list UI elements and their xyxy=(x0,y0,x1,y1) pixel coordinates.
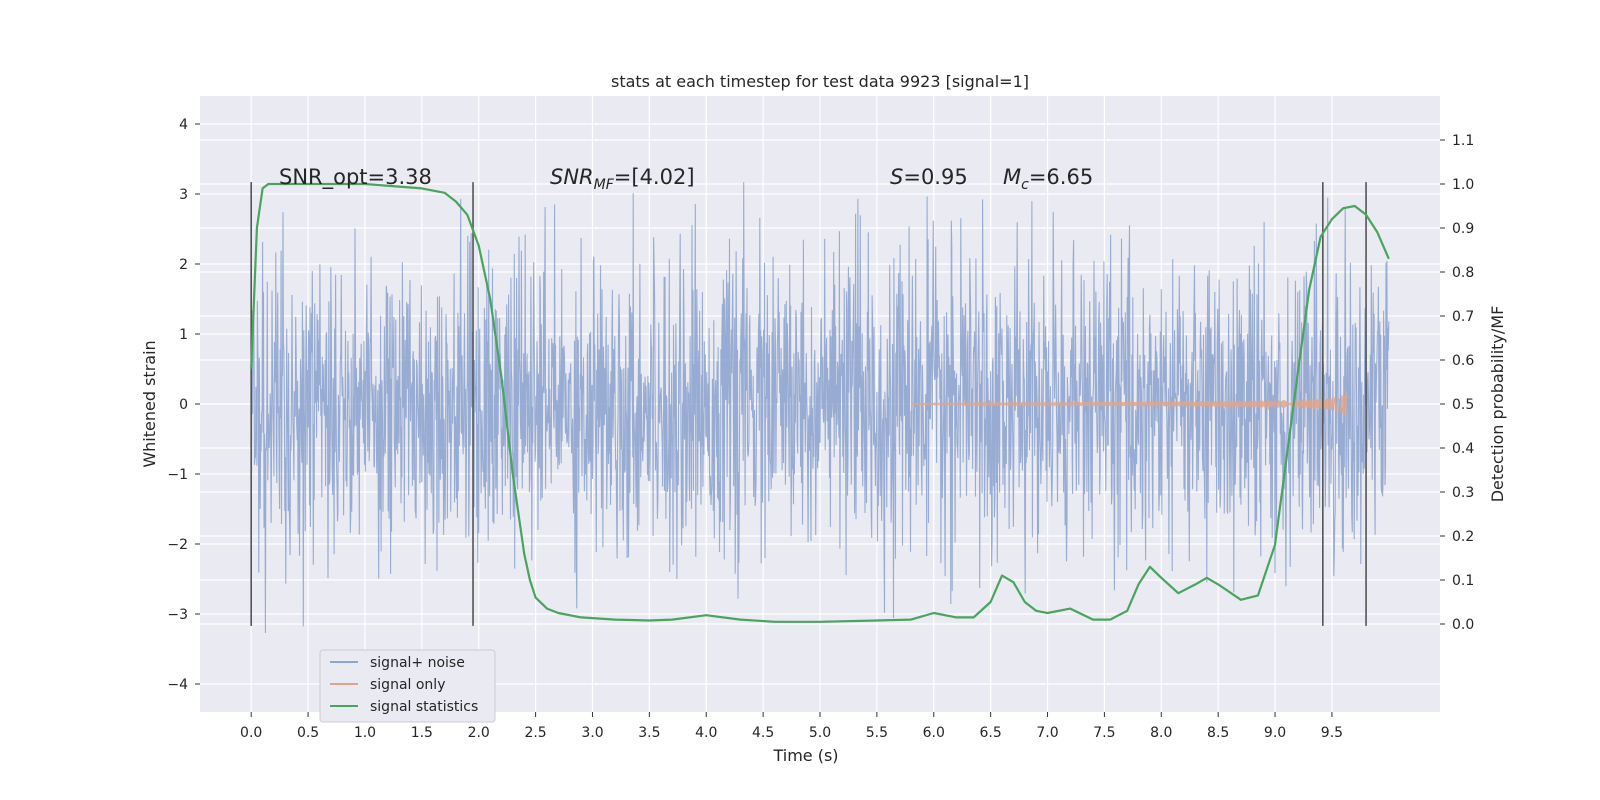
y-right-tick-label-2: 0.9 xyxy=(1452,221,1474,237)
y-tick-label-8: −4 xyxy=(167,677,188,693)
y-tick-label-0: 4 xyxy=(179,117,188,133)
x-tick-label-6: 3.0 xyxy=(581,725,603,741)
x-tick-label-13: 6.5 xyxy=(980,725,1002,741)
y-right-tick-label-8: 0.3 xyxy=(1452,485,1474,501)
series-signal-only xyxy=(910,391,1349,418)
y-right-tick-label-10: 0.1 xyxy=(1452,573,1474,589)
y-tick-label-5: −1 xyxy=(167,467,188,483)
annotation-snr-opt: SNR_opt=3.38 xyxy=(279,165,432,190)
legend-box xyxy=(319,649,496,723)
tick-labels: 0.0 0.5 1.0 1.5 2.0 2.5 3.0 3.5 4.0 4.5 5.0 5.5 6.0 6… xyxy=(167,117,1474,741)
legend-label-stats: signal statistics xyxy=(370,699,478,715)
annotation-s: S=0.95 xyxy=(890,165,968,189)
x-tick-label-17: 8.5 xyxy=(1207,725,1229,741)
annotations: SNR_opt=3.38 SNRMF=[4.02] S=0.95 Mc=6.65 xyxy=(279,165,1093,193)
noise-trace xyxy=(250,182,1390,634)
y-right-tick-label-0: 1.1 xyxy=(1452,133,1474,149)
x-tick-label-19: 9.5 xyxy=(1321,725,1343,741)
y-right-tick-label-9: 0.2 xyxy=(1452,529,1474,545)
annotation-snr-mf: SNRMF=[4.02] xyxy=(550,165,695,193)
chart-title: stats at each timestep for test data 992… xyxy=(611,72,1029,91)
x-tick-label-18: 9.0 xyxy=(1264,725,1286,741)
y-right-tick-label-7: 0.4 xyxy=(1452,441,1474,457)
y-tick-label-4: 0 xyxy=(179,397,188,413)
legend-label-noise: signal+ noise xyxy=(370,655,465,671)
x-tick-label-12: 6.0 xyxy=(923,725,945,741)
x-tick-label-10: 5.0 xyxy=(809,725,831,741)
y-tick-label-3: 1 xyxy=(179,327,188,343)
y-tick-label-1: 3 xyxy=(179,187,188,203)
y-right-tick-label-11: 0.0 xyxy=(1452,617,1474,633)
x-tick-label-0: 0.0 xyxy=(240,725,262,741)
x-tick-label-16: 8.0 xyxy=(1150,725,1172,741)
series-signal-noise xyxy=(250,182,1390,634)
y-right-tick-label-1: 1.0 xyxy=(1452,177,1474,193)
y-right-tick-label-5: 0.6 xyxy=(1452,353,1474,369)
y-right-tick-label-4: 0.7 xyxy=(1452,309,1474,325)
x-tick-label-7: 3.5 xyxy=(638,725,660,741)
annotation-mc: Mc=6.65 xyxy=(1003,165,1093,193)
y-tick-label-6: −2 xyxy=(167,537,188,553)
x-tick-label-14: 7.0 xyxy=(1036,725,1058,741)
y-right-axis-label: Detection probability/MF xyxy=(1488,306,1507,503)
y-right-tick-label-6: 0.5 xyxy=(1452,397,1474,413)
x-tick-label-15: 7.5 xyxy=(1093,725,1115,741)
stats-line xyxy=(250,182,1390,623)
vertical-markers xyxy=(250,182,1367,626)
x-tick-label-2: 1.0 xyxy=(354,725,376,741)
legend: signal+ noise signal only signal statist… xyxy=(319,649,496,723)
legend-label-signal: signal only xyxy=(370,677,445,693)
y-right-tick-label-3: 0.8 xyxy=(1452,265,1474,281)
x-axis-label: Time (s) xyxy=(772,746,838,765)
x-tick-label-8: 4.0 xyxy=(695,725,717,741)
y-tick-label-7: −3 xyxy=(167,607,188,623)
series-signal-statistics xyxy=(250,182,1390,623)
x-tick-label-9: 4.5 xyxy=(752,725,774,741)
x-tick-label-4: 2.0 xyxy=(468,725,490,741)
y-tick-label-2: 2 xyxy=(179,257,188,273)
x-tick-label-3: 1.5 xyxy=(411,725,433,741)
y-axis-label: Whitened strain xyxy=(140,340,159,467)
signal-trace xyxy=(910,391,1349,418)
x-tick-label-11: 5.5 xyxy=(866,725,888,741)
x-tick-label-5: 2.5 xyxy=(524,725,546,741)
x-tick-label-1: 0.5 xyxy=(297,725,319,741)
